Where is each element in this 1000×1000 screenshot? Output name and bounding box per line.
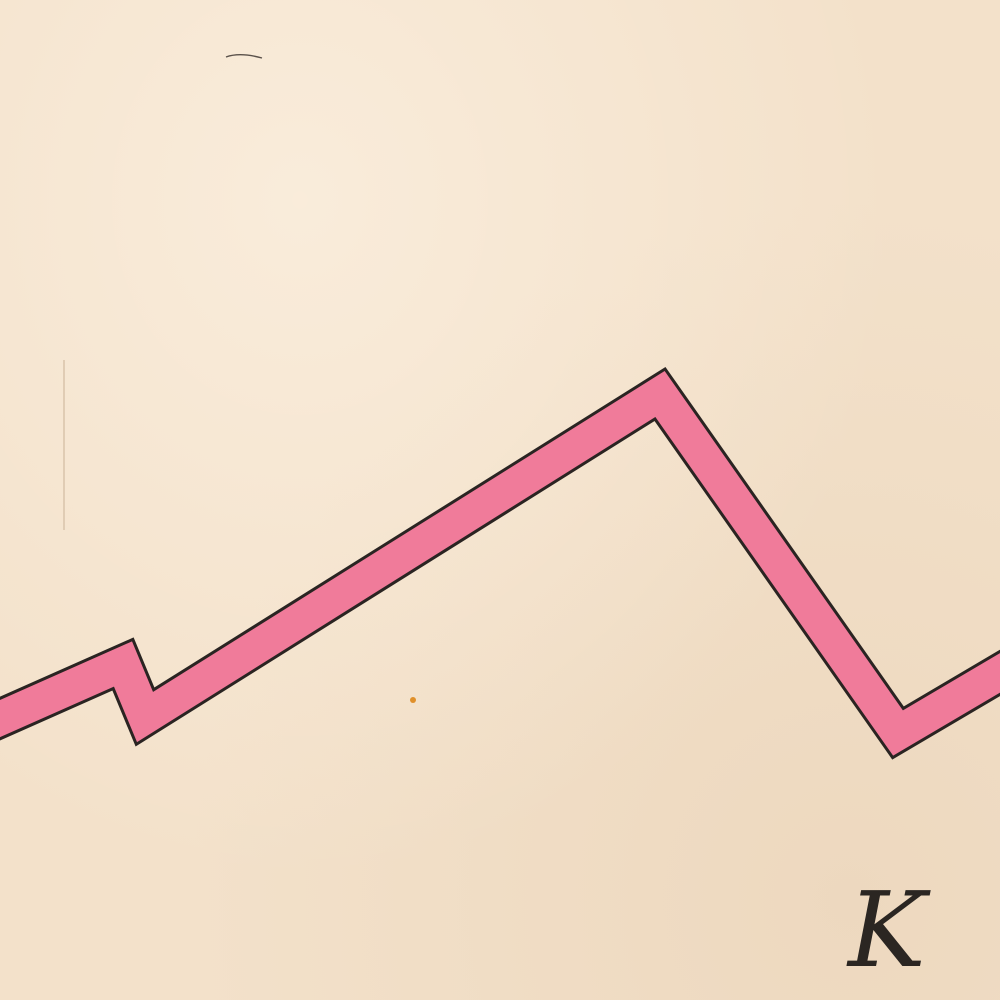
figure-letter: K <box>848 869 926 991</box>
zigzag-band <box>0 371 1000 756</box>
ink-speck <box>225 54 263 59</box>
orange-speck <box>410 697 416 703</box>
